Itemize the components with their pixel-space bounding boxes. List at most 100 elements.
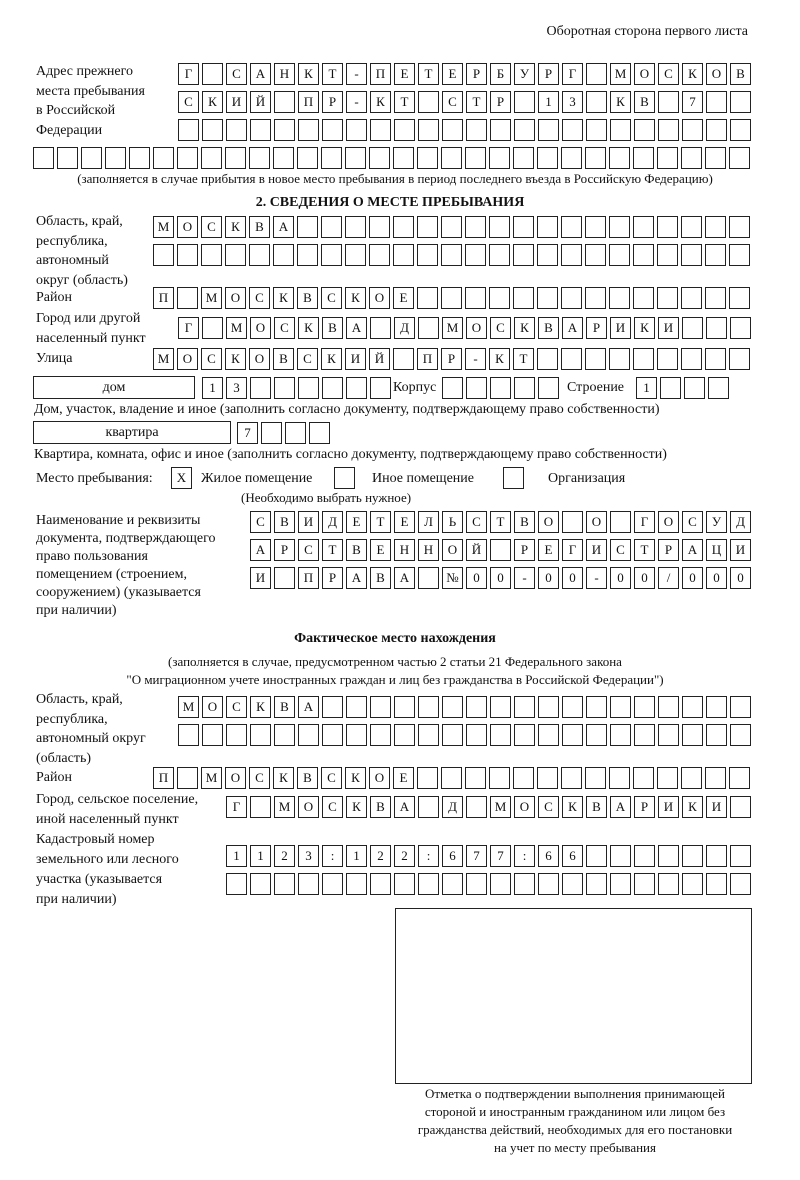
char-cell[interactable]	[729, 244, 750, 266]
char-cell[interactable]	[729, 287, 750, 309]
char-cell[interactable]	[706, 317, 727, 339]
char-cell[interactable]: В	[346, 539, 367, 561]
char-cell[interactable]: В	[249, 216, 270, 238]
char-cell[interactable]: С	[466, 511, 487, 533]
char-cell[interactable]: М	[226, 317, 247, 339]
char-cell[interactable]	[177, 147, 198, 169]
char-cell[interactable]: П	[298, 567, 319, 589]
char-cell[interactable]	[370, 873, 391, 895]
char-cell[interactable]	[466, 377, 487, 399]
char-cell[interactable]	[562, 873, 583, 895]
char-cell[interactable]: К	[225, 348, 246, 370]
char-cell[interactable]: М	[153, 348, 174, 370]
char-cell[interactable]: 0	[538, 567, 559, 589]
kadastr-row-2[interactable]	[226, 873, 751, 895]
char-cell[interactable]: К	[562, 796, 583, 818]
char-cell[interactable]: Е	[394, 63, 415, 85]
char-cell[interactable]: О	[249, 348, 270, 370]
char-cell[interactable]	[369, 216, 390, 238]
char-cell[interactable]	[442, 377, 463, 399]
char-cell[interactable]	[634, 873, 655, 895]
char-cell[interactable]	[706, 91, 727, 113]
char-cell[interactable]: О	[225, 287, 246, 309]
char-cell[interactable]	[393, 348, 414, 370]
char-cell[interactable]: С	[297, 348, 318, 370]
char-cell[interactable]	[729, 767, 750, 789]
char-cell[interactable]	[633, 147, 654, 169]
char-cell[interactable]	[201, 147, 222, 169]
char-cell[interactable]	[322, 696, 343, 718]
char-cell[interactable]: Т	[322, 63, 343, 85]
char-cell[interactable]	[346, 119, 367, 141]
char-cell[interactable]: С	[682, 511, 703, 533]
char-cell[interactable]: К	[273, 287, 294, 309]
char-cell[interactable]: В	[538, 317, 559, 339]
char-cell[interactable]	[537, 147, 558, 169]
char-cell[interactable]	[345, 147, 366, 169]
char-cell[interactable]: :	[418, 845, 439, 867]
char-cell[interactable]: 7	[237, 422, 258, 444]
char-cell[interactable]: Т	[370, 511, 391, 533]
char-cell[interactable]	[706, 845, 727, 867]
char-cell[interactable]	[321, 147, 342, 169]
char-cell[interactable]: Н	[394, 539, 415, 561]
char-cell[interactable]: С	[249, 287, 270, 309]
char-cell[interactable]: Д	[394, 317, 415, 339]
option-other-checkbox[interactable]	[334, 467, 355, 489]
char-cell[interactable]: К	[321, 348, 342, 370]
char-cell[interactable]: М	[490, 796, 511, 818]
char-cell[interactable]	[634, 845, 655, 867]
char-cell[interactable]	[730, 317, 751, 339]
char-cell[interactable]: А	[273, 216, 294, 238]
char-cell[interactable]	[322, 873, 343, 895]
char-cell[interactable]: 0	[490, 567, 511, 589]
char-cell[interactable]	[514, 91, 535, 113]
char-cell[interactable]	[705, 287, 726, 309]
char-cell[interactable]	[322, 724, 343, 746]
char-cell[interactable]: О	[538, 511, 559, 533]
char-cell[interactable]	[633, 287, 654, 309]
char-cell[interactable]	[658, 91, 679, 113]
char-cell[interactable]	[586, 873, 607, 895]
char-cell[interactable]: А	[346, 567, 367, 589]
char-cell[interactable]	[634, 119, 655, 141]
char-cell[interactable]	[466, 696, 487, 718]
char-cell[interactable]	[586, 845, 607, 867]
char-cell[interactable]	[585, 244, 606, 266]
char-cell[interactable]: Т	[490, 511, 511, 533]
char-cell[interactable]: В	[274, 696, 295, 718]
char-cell[interactable]: В	[370, 796, 391, 818]
char-cell[interactable]: С	[321, 287, 342, 309]
char-cell[interactable]	[730, 724, 751, 746]
char-cell[interactable]: И	[658, 317, 679, 339]
char-cell[interactable]	[489, 244, 510, 266]
char-cell[interactable]	[586, 63, 607, 85]
char-cell[interactable]: М	[201, 287, 222, 309]
char-cell[interactable]	[226, 873, 247, 895]
char-cell[interactable]	[562, 511, 583, 533]
char-cell[interactable]	[513, 216, 534, 238]
char-cell[interactable]	[562, 724, 583, 746]
char-cell[interactable]: Р	[274, 539, 295, 561]
char-cell[interactable]: 1	[226, 845, 247, 867]
char-cell[interactable]	[226, 724, 247, 746]
char-cell[interactable]: С	[274, 317, 295, 339]
char-cell[interactable]	[610, 696, 631, 718]
char-cell[interactable]	[610, 845, 631, 867]
char-cell[interactable]	[658, 724, 679, 746]
char-cell[interactable]	[285, 422, 306, 444]
char-cell[interactable]	[513, 244, 534, 266]
char-cell[interactable]: 2	[274, 845, 295, 867]
char-cell[interactable]: В	[514, 511, 535, 533]
char-cell[interactable]: П	[417, 348, 438, 370]
char-cell[interactable]	[657, 287, 678, 309]
char-cell[interactable]	[418, 696, 439, 718]
char-cell[interactable]	[538, 377, 559, 399]
char-cell[interactable]: В	[730, 63, 751, 85]
char-cell[interactable]: П	[370, 63, 391, 85]
char-cell[interactable]: К	[610, 91, 631, 113]
char-cell[interactable]	[682, 696, 703, 718]
char-cell[interactable]	[321, 244, 342, 266]
char-cell[interactable]: В	[322, 317, 343, 339]
